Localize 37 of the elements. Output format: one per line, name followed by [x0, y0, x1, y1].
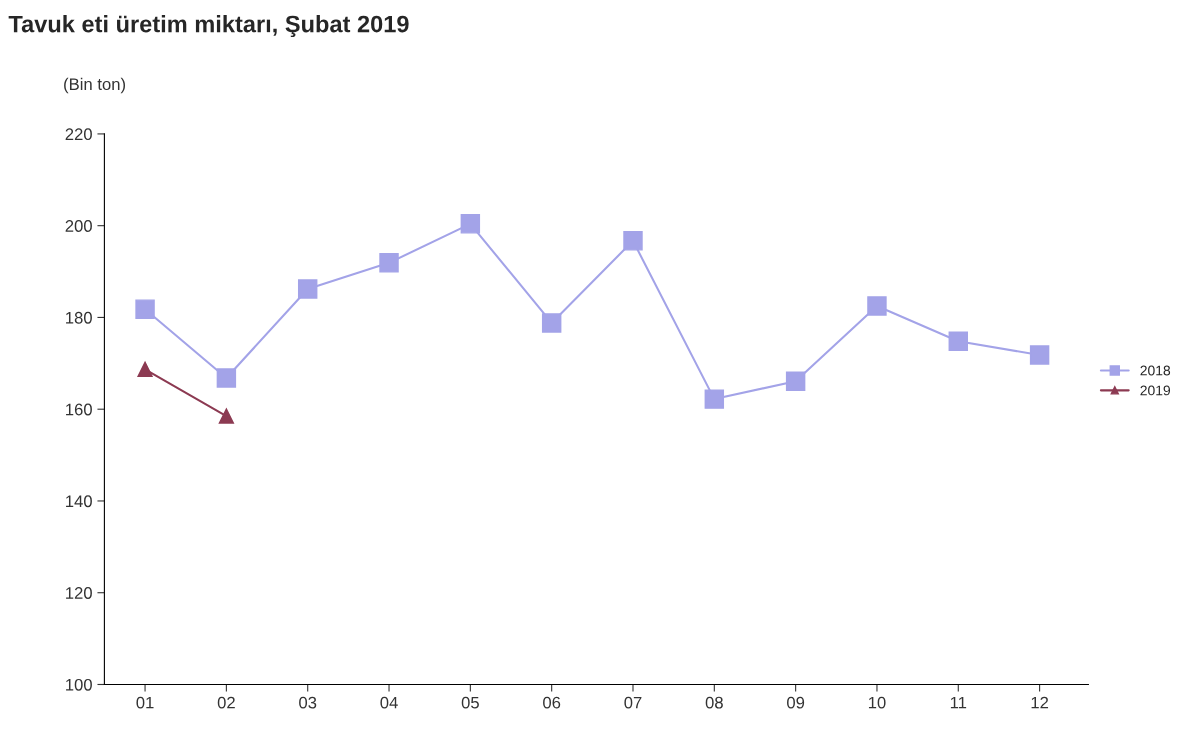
point — [541, 313, 562, 333]
point — [135, 299, 155, 319]
y-tick-label: 100 — [66, 678, 92, 691]
x-tick-label: 03 — [299, 696, 317, 709]
y-tick-label: 220 — [65, 128, 92, 141]
y-tick-label: 200 — [65, 220, 92, 232]
y-tick-label: 120 — [66, 587, 92, 599]
point — [216, 368, 237, 388]
y-axis-title: (Bin ton) — [64, 77, 126, 94]
x-tick-label: 12 — [1031, 696, 1049, 709]
point — [218, 408, 235, 424]
x-tick-label: 08 — [705, 696, 723, 709]
y-tick-label: 140 — [66, 495, 92, 508]
x-tick-label: 10 — [868, 696, 886, 709]
point — [379, 253, 399, 273]
x-tick-label: 06 — [543, 696, 561, 709]
legend-label: 2018 — [1140, 365, 1171, 376]
point — [623, 231, 643, 251]
point — [785, 371, 806, 391]
chart-title: Tavuk eti üretim miktarı, Şubat 2019 — [8, 15, 409, 38]
point — [948, 331, 969, 352]
y-tick-label: 160 — [66, 403, 92, 416]
point — [137, 361, 153, 377]
x-tick-label: 07 — [624, 696, 642, 709]
x-tick-label: 11 — [950, 696, 967, 709]
point — [460, 214, 481, 234]
x-tick-label: 02 — [217, 696, 235, 709]
y-tick-label: 180 — [66, 311, 92, 324]
point — [1029, 345, 1050, 365]
point — [297, 279, 318, 299]
point — [867, 296, 887, 316]
x-tick-label: 05 — [461, 696, 479, 709]
x-tick-label: 01 — [136, 696, 154, 709]
point — [704, 389, 725, 409]
legend-label: 2019 — [1140, 385, 1171, 396]
x-tick-label: 04 — [380, 696, 398, 709]
x-tick-label: 09 — [787, 696, 805, 709]
